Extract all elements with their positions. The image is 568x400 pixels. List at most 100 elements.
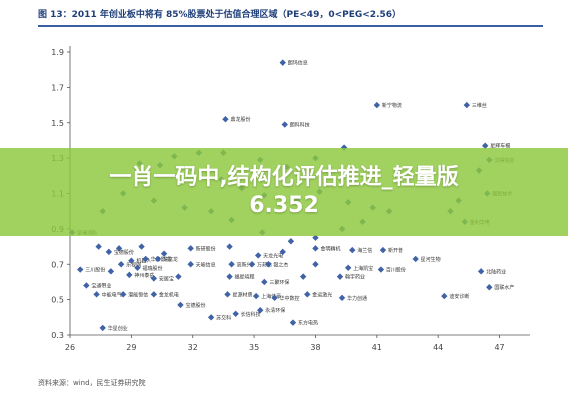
data-point	[115, 245, 123, 252]
title-bar: 图 13：2011 年创业板中将有 85%股票处于估值合理区域（PE<49，0<…	[0, 0, 568, 30]
data-point	[83, 282, 90, 289]
data-point	[138, 243, 145, 250]
y-tick-label: 0.3	[51, 331, 64, 340]
data-point-label: 金明精机	[320, 245, 340, 252]
data-point-label: 神州泰岳	[134, 272, 154, 279]
x-tick-label: 41	[372, 343, 382, 352]
data-point	[257, 307, 264, 314]
data-point-label: 海兰信	[357, 247, 372, 254]
data-point-label: 上海佳豪	[261, 293, 281, 300]
data-point	[107, 268, 115, 275]
data-point-label: 星源材质	[233, 291, 253, 298]
scatter-chart: 0.30.50.70.91.11.31.51.71.92629323538414…	[51, 46, 530, 352]
data-point	[177, 301, 184, 309]
data-point	[287, 238, 295, 245]
banner-line-1: 一肖一码中,结构化评估推进_轻量版	[109, 165, 459, 190]
data-point	[279, 59, 286, 66]
data-point	[93, 291, 100, 298]
y-tick-label: 0.5	[51, 296, 64, 305]
y-tick-label: 1.7	[51, 83, 64, 92]
data-point	[441, 292, 448, 300]
data-point	[252, 292, 260, 300]
overlay-banner: 一肖一码中,结构化评估推进_轻量版 6.352	[0, 148, 568, 236]
data-point-label: 福瑞股份	[143, 265, 163, 272]
data-point-label: 新开普	[388, 247, 403, 254]
data-point-label: 三聚环保	[269, 279, 289, 286]
data-point-label: 翰宇药业	[345, 274, 365, 281]
data-point	[154, 255, 162, 263]
data-point	[226, 243, 233, 250]
data-point-label: 星河生物	[421, 256, 441, 263]
title-rule	[38, 25, 543, 27]
data-point	[160, 250, 168, 257]
data-point	[338, 294, 346, 302]
data-point	[289, 319, 297, 326]
data-point	[349, 246, 356, 254]
data-point-label: 永清环保	[265, 307, 285, 314]
data-point-label: 三维丝	[472, 102, 487, 109]
data-point-label: 宝通带业	[91, 282, 111, 289]
data-point-label: 金运激光	[312, 291, 332, 298]
data-point	[373, 101, 381, 109]
data-point	[175, 273, 182, 280]
data-point-label: 乐视网	[126, 261, 141, 268]
data-point	[271, 294, 278, 302]
data-point-label: 华中数控	[280, 295, 300, 302]
data-point-label: 潜能恒信	[128, 291, 148, 298]
x-tick-label: 35	[249, 343, 259, 352]
data-point	[187, 245, 194, 252]
data-point	[226, 273, 233, 280]
data-point	[377, 266, 385, 273]
data-point	[312, 261, 319, 268]
data-point-label: 中能电气	[102, 291, 122, 298]
data-point-label: 星辉车模	[490, 143, 510, 150]
chart-points: 朗玛信息鼎龙股份朗科科技新宁物流三维丝星辉车模汉得信息国民技术金利华电坚瑞消防新…	[68, 59, 514, 332]
data-point-label: 百川股份	[386, 267, 406, 274]
data-point	[228, 261, 235, 268]
data-point	[463, 101, 471, 109]
y-tick-label: 1.5	[51, 119, 64, 128]
data-point-label: 天龙光电	[263, 252, 283, 259]
data-point-label: 宝德股份	[114, 249, 134, 256]
data-point-label: 华星创业	[108, 325, 128, 332]
data-point-label: 东方电热	[298, 320, 318, 327]
data-point-label: 福星晓程	[235, 274, 255, 281]
data-point-label: 北陆药业	[486, 268, 506, 275]
x-tick-label: 26	[65, 343, 75, 352]
data-point	[379, 246, 387, 254]
data-point	[142, 255, 149, 263]
data-point	[207, 314, 215, 321]
data-point-label: 迪安诊断	[449, 293, 469, 300]
data-point	[224, 291, 231, 298]
data-point	[304, 291, 311, 298]
data-point-label: 鼎龙股份	[230, 116, 250, 123]
data-point	[312, 234, 319, 241]
data-point	[279, 248, 286, 256]
data-point	[150, 275, 158, 282]
data-point-label: 机器人	[136, 258, 151, 265]
data-point	[232, 310, 239, 317]
data-point-label: 华策影视	[151, 256, 171, 263]
data-point	[412, 255, 419, 263]
data-point	[150, 291, 158, 298]
source-note: 资料来源：wind，民生证券研究院	[38, 379, 146, 387]
data-point	[248, 261, 256, 268]
data-point	[312, 245, 319, 252]
data-point	[105, 248, 113, 256]
data-point-label: 新研股份	[196, 245, 216, 252]
data-point	[265, 261, 272, 268]
data-point	[126, 271, 133, 279]
data-point	[99, 324, 106, 332]
data-point	[344, 264, 352, 271]
y-tick-label: 1.9	[51, 48, 64, 57]
data-point	[261, 278, 268, 286]
data-point	[95, 243, 102, 250]
data-point	[128, 257, 135, 264]
x-tick-label: 29	[126, 343, 136, 352]
data-point	[482, 142, 489, 149]
data-point-label: 朗科科技	[290, 122, 310, 129]
data-point-label: 苏交科	[216, 314, 231, 321]
banner-line-2: 6.352	[249, 193, 319, 218]
data-point	[254, 252, 262, 259]
data-point-label: 天喻信息	[196, 261, 216, 268]
